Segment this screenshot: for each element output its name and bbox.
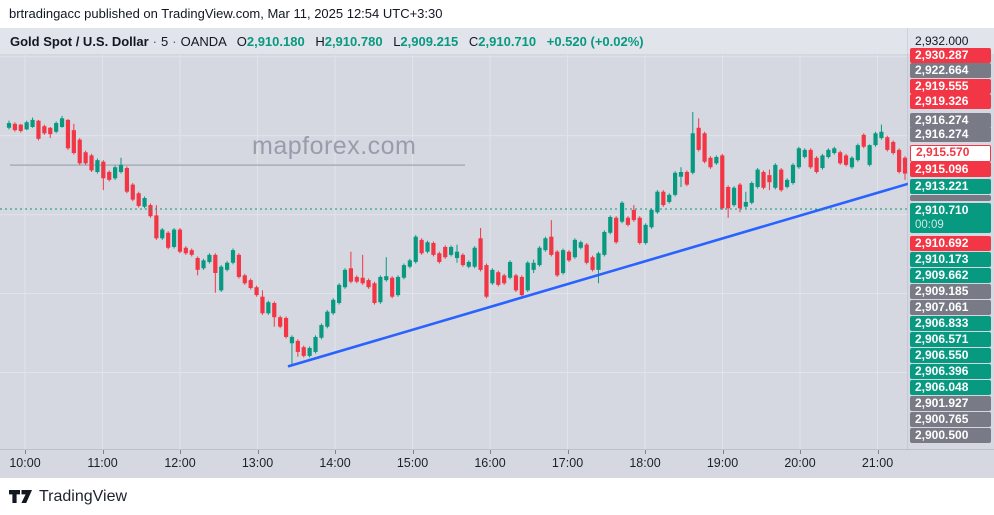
- price-label: 2,916.274: [910, 112, 991, 128]
- tradingview-logo-icon[interactable]: [9, 489, 34, 504]
- price-label: 2,907.061: [910, 299, 991, 315]
- symbol-title[interactable]: Gold Spot / U.S. Dollar: [10, 34, 149, 49]
- time-label: 17:00: [551, 456, 584, 470]
- time-axis-tick: [800, 450, 801, 454]
- price-label: 2,901.927: [910, 395, 991, 411]
- time-label: 20:00: [784, 456, 816, 470]
- watermark: mapforex.com: [252, 132, 417, 160]
- price-label: 2,900.765: [910, 411, 991, 427]
- price-label: 2,906.833: [910, 315, 991, 331]
- time-label: 18:00: [629, 456, 661, 470]
- brand-name[interactable]: TradingView: [39, 487, 128, 505]
- price-label: 2,930.287: [910, 47, 991, 63]
- open-value: O2,910.180: [236, 34, 305, 49]
- change-value: +0.520 (+0.02%): [546, 34, 644, 49]
- footer: TradingView: [0, 478, 994, 515]
- price-label: 2,906.396: [910, 363, 991, 379]
- trendline[interactable]: [287, 182, 908, 368]
- time-label: 19:00: [706, 456, 739, 470]
- price-label: 2,916.274: [910, 126, 991, 142]
- price-label: 2,913.221: [910, 178, 991, 194]
- grid-lines: [0, 28, 908, 450]
- price-label: 2,910.173: [910, 251, 991, 267]
- published-text: brtradingacc published on TradingView.co…: [9, 6, 443, 21]
- price-label: 2,915.096: [910, 161, 991, 177]
- time-axis-tick: [722, 450, 724, 454]
- low-value: L2,909.215: [393, 34, 459, 49]
- time-label: 16:00: [474, 456, 506, 470]
- price-label: 2,919.555: [910, 78, 991, 94]
- price-scale[interactable]: 2,932.000 2,910.710 00:09 2,930.287 2,922…: [907, 28, 994, 450]
- candles: [6, 111, 908, 367]
- separator-dot: ·: [172, 34, 177, 49]
- price-label: [910, 195, 991, 201]
- interval[interactable]: 5: [161, 34, 169, 49]
- current-price-label: 2,910.710 00:09: [910, 203, 991, 233]
- time-label: 15:00: [396, 456, 429, 470]
- exchange: OANDA: [180, 34, 227, 49]
- current-price-value: 2,910.710: [915, 203, 969, 217]
- time-axis-tick: [645, 450, 646, 454]
- chart-canvas[interactable]: [0, 28, 908, 450]
- time-label: 10:00: [9, 456, 41, 470]
- chart-region[interactable]: Gold Spot / U.S. Dollar · 5 · OANDA O2,910.1…: [0, 28, 994, 478]
- time-axis-tick: [567, 450, 569, 454]
- price-label: 2,909.662: [910, 267, 991, 283]
- time-label: 12:00: [164, 456, 196, 470]
- price-label: 2,906.048: [910, 379, 991, 395]
- symbol-info-bar: Gold Spot / U.S. Dollar · 5 · OANDA O2,910.1…: [0, 28, 994, 55]
- time-label: 13:00: [241, 456, 274, 470]
- price-label: 2,910.692: [910, 235, 991, 251]
- close-value: C2,910.710: [468, 34, 537, 49]
- time-axis-tick: [490, 450, 491, 454]
- price-label: 2,906.550: [910, 347, 991, 363]
- high-value: H2,910.780: [315, 34, 383, 49]
- time-label: 11:00: [87, 456, 118, 470]
- price-label: 2,922.664: [910, 62, 991, 78]
- time-axis-tick: [412, 450, 414, 454]
- price-label: 2,909.185: [910, 283, 991, 299]
- time-label: 14:00: [319, 456, 351, 470]
- price-label: 2,900.500: [910, 427, 991, 443]
- time-axis-tick: [257, 450, 259, 454]
- time-axis-tick: [25, 450, 26, 454]
- price-label: 2,906.571: [910, 331, 991, 347]
- bar-countdown: 00:09: [915, 219, 944, 231]
- time-axis-tick: [877, 450, 879, 454]
- time-axis-tick: [102, 450, 104, 454]
- separator-dot: ·: [152, 34, 158, 49]
- price-axis-label: 2,932.000: [915, 33, 969, 48]
- time-axis-tick: [180, 450, 181, 454]
- time-axis[interactable]: 10:00 11:00 12:00 13:00 14:00 15:00 16:00 17:00…: [0, 449, 994, 478]
- time-axis-tick: [335, 450, 336, 454]
- price-label: 2,919.326: [910, 93, 991, 109]
- price-label: 2,915.570: [910, 144, 991, 162]
- published-bar: brtradingacc published on TradingView.co…: [0, 0, 994, 28]
- time-label: 21:00: [861, 456, 894, 470]
